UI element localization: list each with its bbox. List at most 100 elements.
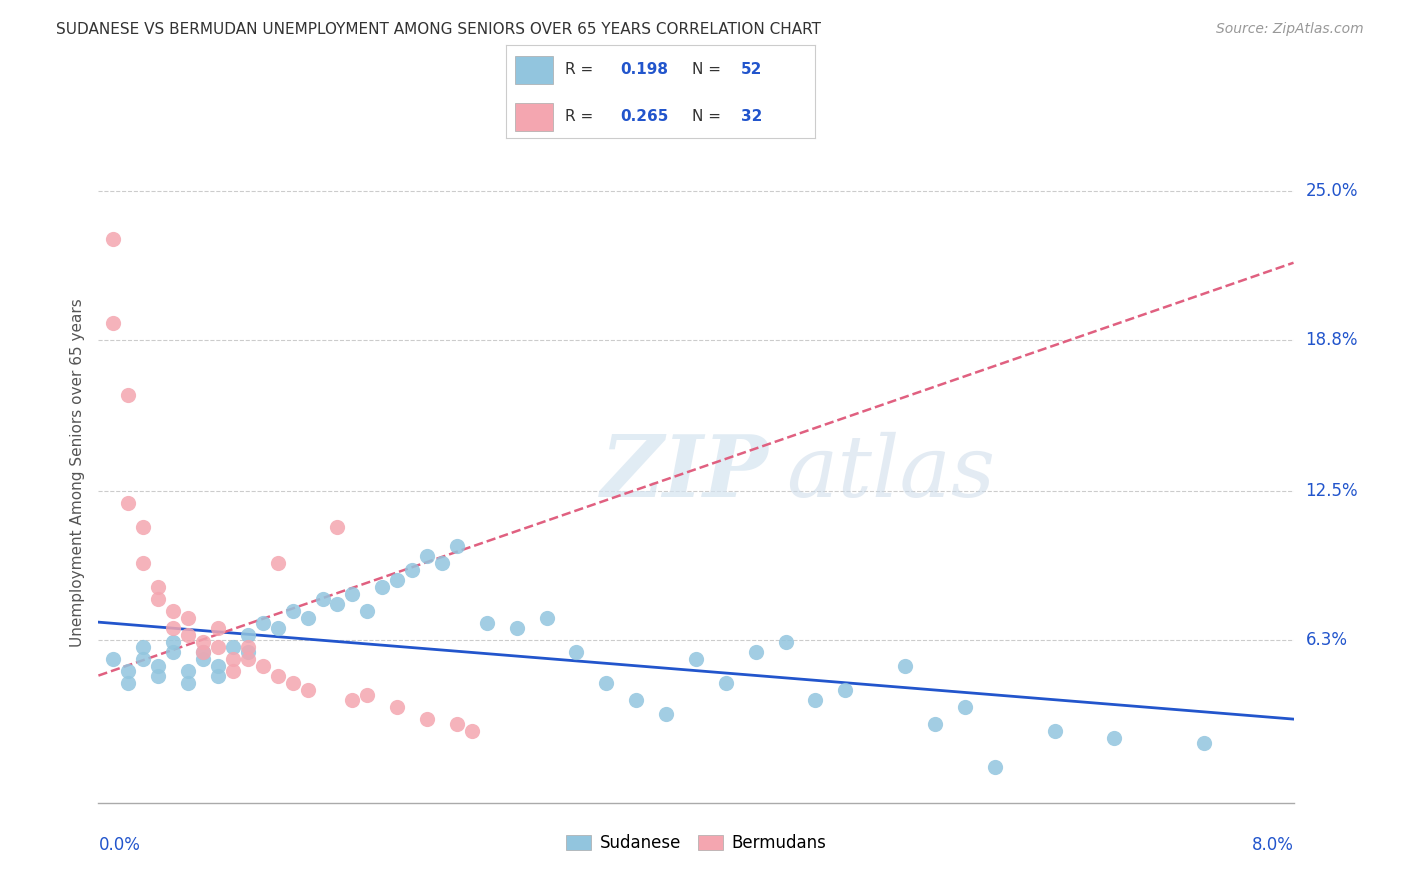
Text: 25.0%: 25.0%	[1306, 182, 1358, 200]
Point	[267, 668, 290, 682]
Point	[565, 644, 588, 658]
Point	[416, 712, 439, 726]
Point	[132, 652, 155, 666]
Point	[132, 640, 155, 654]
Text: 8.0%: 8.0%	[1251, 836, 1294, 854]
Point	[177, 664, 200, 678]
Point	[506, 621, 529, 635]
Point	[117, 496, 139, 510]
Point	[475, 615, 498, 630]
Point	[461, 723, 484, 738]
Point	[132, 520, 155, 534]
Point	[924, 716, 946, 731]
Point	[148, 591, 170, 606]
Text: SUDANESE VS BERMUDAN UNEMPLOYMENT AMONG SENIORS OVER 65 YEARS CORRELATION CHART: SUDANESE VS BERMUDAN UNEMPLOYMENT AMONG …	[56, 22, 821, 37]
Point	[236, 640, 259, 654]
Point	[117, 388, 139, 402]
Text: ZIP: ZIP	[600, 431, 768, 515]
Point	[281, 604, 304, 618]
Point	[252, 615, 274, 630]
Point	[236, 644, 259, 658]
Point	[342, 587, 364, 601]
Point	[222, 664, 245, 678]
Point	[162, 644, 184, 658]
Text: 18.8%: 18.8%	[1306, 331, 1358, 349]
Bar	[516, 103, 553, 131]
Point	[117, 675, 139, 690]
Point	[103, 316, 125, 330]
Point	[191, 644, 214, 658]
Point	[103, 232, 125, 246]
Point	[207, 640, 229, 654]
Point	[148, 659, 170, 673]
Text: 0.0%: 0.0%	[98, 836, 141, 854]
Point	[148, 668, 170, 682]
Point	[252, 659, 274, 673]
Point	[430, 556, 453, 570]
Point	[311, 591, 333, 606]
Point	[804, 692, 827, 706]
Point	[132, 556, 155, 570]
Point	[446, 539, 468, 553]
Point	[326, 597, 349, 611]
Point	[162, 621, 184, 635]
Point	[595, 675, 617, 690]
Point	[685, 652, 707, 666]
Point	[177, 628, 200, 642]
Point	[191, 644, 214, 658]
Point	[207, 659, 229, 673]
Point	[385, 573, 409, 587]
Point	[655, 706, 678, 721]
Point	[297, 611, 319, 625]
Point	[626, 692, 648, 706]
Point	[342, 692, 364, 706]
Y-axis label: Unemployment Among Seniors over 65 years: Unemployment Among Seniors over 65 years	[69, 299, 84, 647]
Point	[222, 652, 245, 666]
Text: 32: 32	[741, 109, 762, 124]
Point	[1192, 736, 1215, 750]
Point	[281, 675, 304, 690]
Point	[297, 683, 319, 698]
Point	[894, 659, 917, 673]
Text: 12.5%: 12.5%	[1306, 482, 1358, 500]
Text: Source: ZipAtlas.com: Source: ZipAtlas.com	[1216, 22, 1364, 37]
Point	[714, 675, 737, 690]
Point	[385, 699, 409, 714]
Text: N =: N =	[692, 109, 725, 124]
Point	[207, 668, 229, 682]
Point	[356, 688, 378, 702]
Text: R =: R =	[565, 62, 598, 78]
Text: R =: R =	[565, 109, 598, 124]
Point	[401, 563, 423, 577]
Text: 6.3%: 6.3%	[1306, 631, 1347, 648]
Text: 52: 52	[741, 62, 762, 78]
Point	[236, 652, 259, 666]
Point	[148, 580, 170, 594]
Bar	[516, 56, 553, 84]
Point	[177, 611, 200, 625]
Point	[177, 675, 200, 690]
Point	[117, 664, 139, 678]
Point	[267, 556, 290, 570]
Point	[236, 628, 259, 642]
Point	[162, 635, 184, 649]
Point	[191, 652, 214, 666]
Point	[267, 621, 290, 635]
Point	[191, 635, 214, 649]
Point	[416, 549, 439, 563]
Text: atlas: atlas	[786, 432, 994, 514]
Point	[446, 716, 468, 731]
Legend: Sudanese, Bermudans: Sudanese, Bermudans	[558, 826, 834, 861]
Point	[1104, 731, 1126, 745]
Point	[356, 604, 378, 618]
Point	[207, 621, 229, 635]
Point	[1043, 723, 1066, 738]
Point	[103, 652, 125, 666]
Point	[834, 683, 856, 698]
Point	[536, 611, 558, 625]
Point	[162, 604, 184, 618]
Point	[984, 760, 1007, 774]
Text: 0.198: 0.198	[620, 62, 669, 78]
Point	[222, 640, 245, 654]
Text: 0.265: 0.265	[620, 109, 669, 124]
